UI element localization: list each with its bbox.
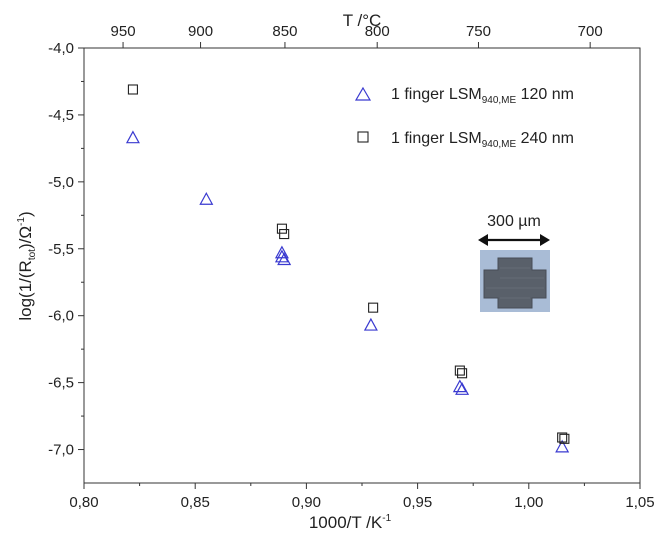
series-layer bbox=[125, 84, 570, 453]
minor-ticks bbox=[81, 80, 585, 486]
legend-marker-triangle bbox=[354, 86, 372, 101]
data-point-triangle bbox=[455, 382, 470, 395]
y-tick-label: -5,5 bbox=[48, 241, 74, 258]
x-tick-label: 0,95 bbox=[403, 494, 432, 511]
top-tick-label: 900 bbox=[188, 23, 213, 40]
x-tick-label: 1,00 bbox=[514, 494, 543, 511]
data-point-square bbox=[276, 223, 287, 234]
top-axis-title: T /°C bbox=[343, 11, 382, 30]
cross-electrode-texture bbox=[486, 267, 544, 299]
data-point-triangle bbox=[274, 249, 289, 263]
data-point-square bbox=[454, 365, 465, 376]
y-tick-label: -4,0 bbox=[48, 40, 74, 57]
top-tick-label: 800 bbox=[365, 23, 390, 40]
legend: 1 finger LSM940,ME 120 nm 1 finger LSM94… bbox=[354, 86, 574, 150]
top-tick-label: 750 bbox=[466, 23, 491, 40]
data-point-square bbox=[368, 302, 379, 313]
x-tick-label: 1,05 bbox=[625, 494, 654, 511]
data-point-square bbox=[559, 433, 570, 444]
series-1 bbox=[127, 84, 570, 444]
top-tick-label: 950 bbox=[111, 23, 136, 40]
data-point-triangle bbox=[363, 317, 378, 331]
x-axis-title: 1000/T /K-1 bbox=[309, 513, 392, 532]
top-tick-label: 700 bbox=[578, 23, 603, 40]
legend-marker-square bbox=[357, 131, 369, 143]
data-point-square bbox=[279, 228, 290, 240]
y-tick-label: -7,0 bbox=[48, 442, 74, 459]
legend-label-240nm: 1 finger LSM940,ME 240 nm bbox=[391, 130, 574, 150]
x-axis-ticks: 0,80 0,85 0,90 0,95 1,00 1,05 bbox=[69, 483, 655, 511]
data-point-triangle bbox=[199, 191, 214, 205]
x-tick-label: 0,90 bbox=[292, 494, 321, 511]
legend-item-240nm: 1 finger LSM940,ME 240 nm bbox=[357, 130, 574, 150]
legend-label-120nm: 1 finger LSM940,ME 120 nm bbox=[391, 86, 574, 106]
data-point-square bbox=[127, 84, 138, 95]
data-point-square bbox=[457, 368, 468, 379]
series-0 bbox=[125, 130, 570, 453]
x-tick-label: 0,80 bbox=[69, 494, 98, 511]
y-axis-ticks: -4,0 -4,5 -5,0 -5,5 -6,0 -6,5 -7,0 bbox=[48, 40, 84, 459]
y-tick-label: -6,5 bbox=[48, 375, 74, 392]
scale-bar-label: 300 µm bbox=[487, 213, 541, 230]
top-tick-label: 850 bbox=[272, 23, 297, 40]
y-tick-label: -4,5 bbox=[48, 107, 74, 124]
y-tick-label: -5,0 bbox=[48, 174, 74, 191]
legend-item-120nm: 1 finger LSM940,ME 120 nm bbox=[354, 86, 574, 106]
cross-electrode-shape bbox=[483, 257, 547, 309]
data-point-triangle bbox=[555, 439, 570, 453]
data-point-triangle bbox=[125, 130, 140, 144]
data-point-triangle bbox=[277, 252, 292, 266]
top-axis-ticks: 950 900 850 800 750 700 bbox=[111, 23, 603, 48]
x-tick-label: 0,85 bbox=[181, 494, 210, 511]
inset-micrograph: 300 µm bbox=[478, 213, 550, 312]
y-axis-title: log(1/(Rtot)/Ω-1) bbox=[16, 211, 38, 320]
plot-frame bbox=[83, 47, 641, 484]
data-point-triangle bbox=[452, 379, 467, 393]
y-tick-label: -6,0 bbox=[48, 308, 74, 325]
data-point-square bbox=[557, 432, 568, 443]
scale-bar-arrow bbox=[478, 234, 550, 246]
